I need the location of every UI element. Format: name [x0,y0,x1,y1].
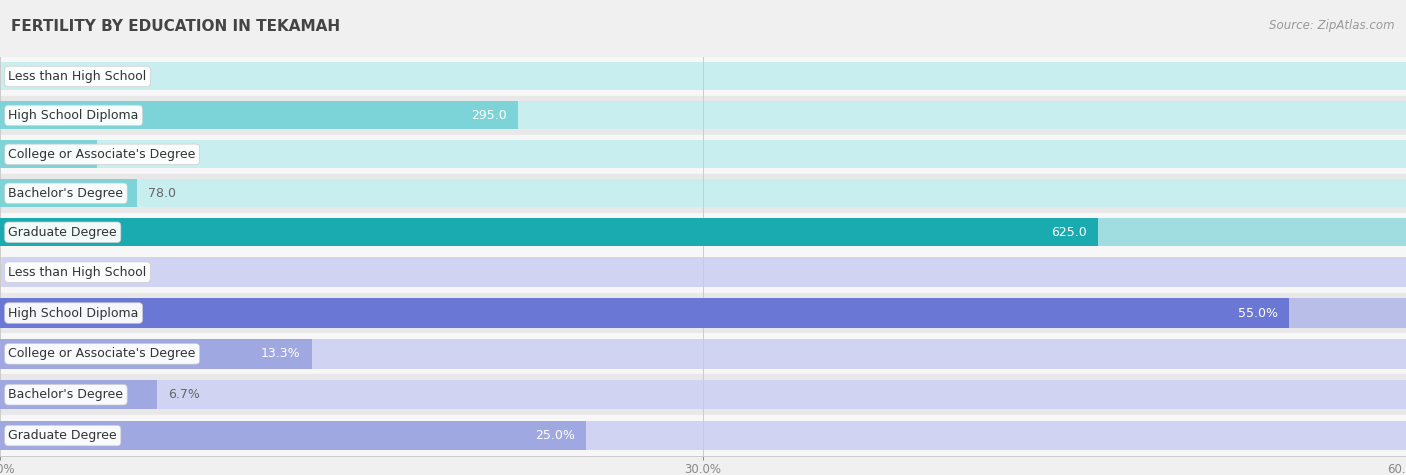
Bar [0,57,1406,96]
Bar [0,101,1406,130]
Text: 295.0: 295.0 [471,109,508,122]
Bar [0,140,1406,169]
Bar [0,380,1406,409]
Text: Graduate Degree: Graduate Degree [8,226,117,239]
Text: 625.0: 625.0 [1052,226,1087,239]
Bar [0,421,586,450]
Bar [0,140,97,169]
Text: 25.0%: 25.0% [534,429,575,442]
Bar [0,218,1406,247]
Text: Bachelor's Degree: Bachelor's Degree [8,388,124,401]
Bar [0,339,312,369]
Bar [0,96,1406,135]
Text: 13.3%: 13.3% [260,347,301,361]
Text: FERTILITY BY EDUCATION IN TEKAMAH: FERTILITY BY EDUCATION IN TEKAMAH [11,19,340,34]
Text: College or Associate's Degree: College or Associate's Degree [8,148,195,161]
Text: Graduate Degree: Graduate Degree [8,429,117,442]
Bar [0,298,1289,328]
Bar [0,293,1406,333]
Text: 55.0: 55.0 [108,148,136,161]
Text: 55.0%: 55.0% [1237,306,1278,320]
Bar [0,135,1406,174]
Bar [0,218,1098,247]
Text: 0.0: 0.0 [11,70,31,83]
Bar [0,174,1406,213]
Text: Source: ZipAtlas.com: Source: ZipAtlas.com [1270,19,1395,32]
Text: Less than High School: Less than High School [8,266,146,279]
Bar [0,62,1406,91]
Text: Bachelor's Degree: Bachelor's Degree [8,187,124,200]
Bar [0,101,519,130]
Bar [0,252,1406,293]
Bar [0,339,1406,369]
Bar [0,415,1406,456]
Bar [0,179,138,208]
Text: 78.0: 78.0 [149,187,176,200]
Text: 6.7%: 6.7% [169,388,200,401]
Text: High School Diploma: High School Diploma [8,306,139,320]
Bar [0,421,1406,450]
Text: 0.0%: 0.0% [11,266,44,279]
Bar [0,257,1406,287]
Bar [0,333,1406,374]
Bar [0,380,157,409]
Text: College or Associate's Degree: College or Associate's Degree [8,347,195,361]
Text: High School Diploma: High School Diploma [8,109,139,122]
Bar [0,179,1406,208]
Bar [0,298,1406,328]
Text: Less than High School: Less than High School [8,70,146,83]
Bar [0,213,1406,252]
Bar [0,374,1406,415]
